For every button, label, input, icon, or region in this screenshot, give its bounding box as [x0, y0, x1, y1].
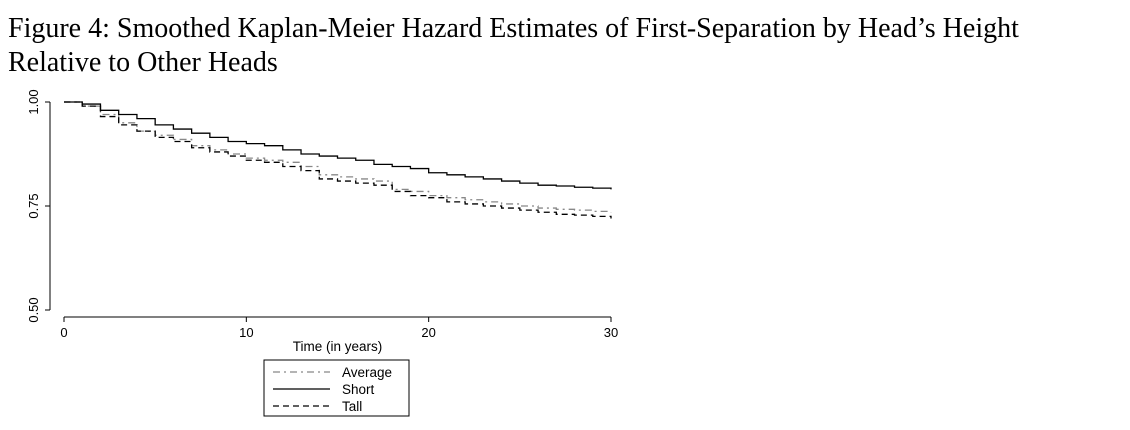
axes: 0.50 0.75 1.00 0 10 20 30 Time (in years): [26, 89, 618, 354]
x-axis-title: Time (in years): [293, 339, 383, 354]
figure-title-line1: Figure 4: Smoothed Kaplan-Meier Hazard E…: [8, 13, 1019, 44]
figure-title-line2: Relative to Other Heads: [8, 47, 278, 78]
legend-label-average: Average: [342, 365, 392, 380]
legend-label-tall: Tall: [342, 399, 362, 414]
legend: Average Short Tall: [263, 359, 410, 417]
y-tick-label: 0.50: [26, 297, 41, 322]
x-tick-label: 10: [239, 325, 253, 340]
figure-title: Figure 4: Smoothed Kaplan-Meier Hazard E…: [8, 12, 1128, 80]
x-tick-label: 20: [421, 325, 435, 340]
y-tick-label: 1.00: [26, 89, 41, 114]
series-tall-line: [64, 101, 612, 219]
y-tick-label: 0.75: [26, 193, 41, 218]
series-short-line: [64, 101, 612, 190]
legend-box: [263, 359, 410, 417]
series-layer: [64, 101, 612, 219]
x-tick-label: 30: [604, 325, 618, 340]
legend-label-short: Short: [342, 382, 375, 397]
x-tick-label: 0: [60, 325, 67, 340]
